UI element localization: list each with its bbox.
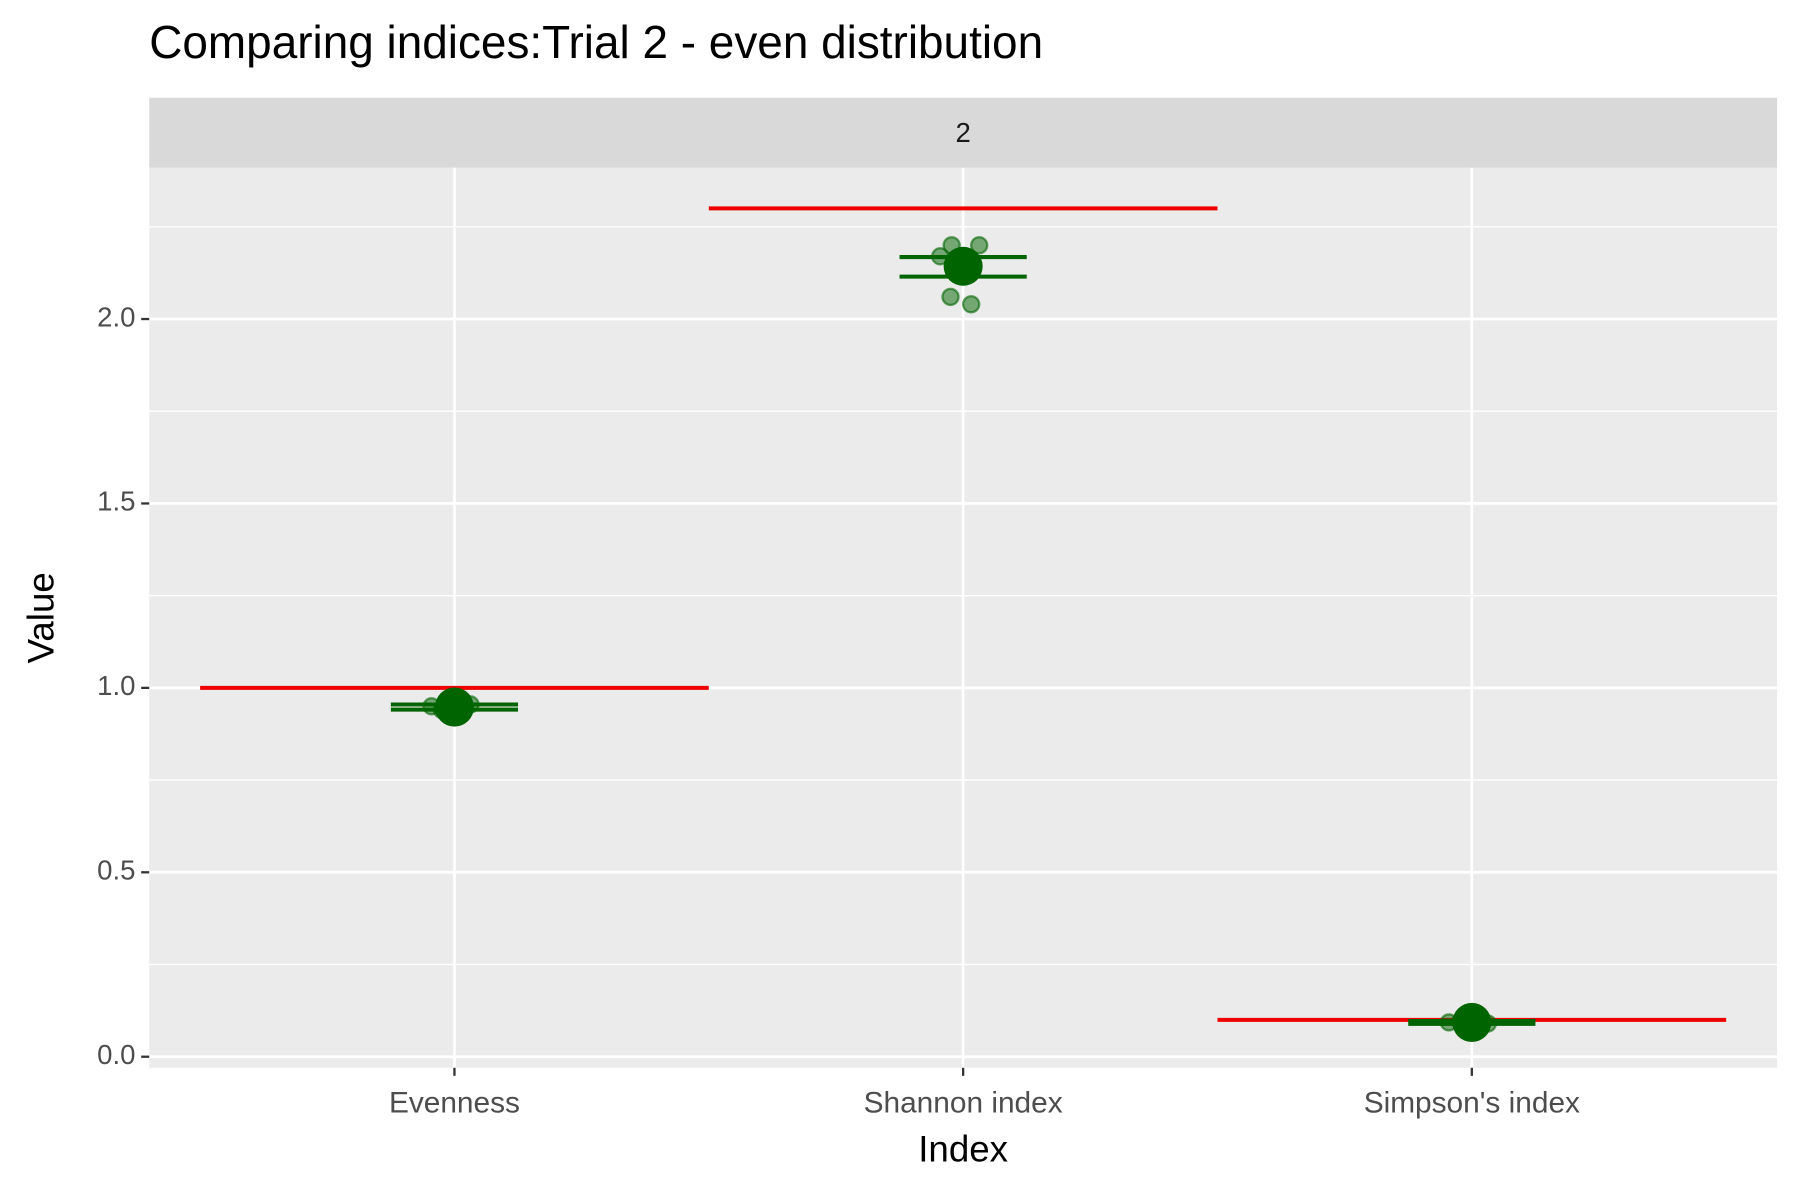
facet-strip [149, 97, 1778, 168]
y-tick-label: 0.5 [97, 855, 135, 886]
y-tick-label: 1.5 [97, 486, 135, 517]
mean-point [434, 687, 474, 727]
mean-point [943, 246, 983, 286]
y-tick-label: 2.0 [97, 301, 135, 332]
x-tick-label: Evenness [389, 1086, 520, 1119]
facet-label: 2 [955, 117, 970, 148]
x-axis-title: Index [918, 1128, 1008, 1169]
y-tick-label: 0.0 [97, 1039, 135, 1070]
y-tick-label: 1.0 [97, 670, 135, 701]
mean-point [1452, 1002, 1492, 1042]
y-axis-title: Value [20, 572, 61, 663]
x-tick-label: Simpson's index [1364, 1086, 1580, 1119]
jitter-point [941, 287, 960, 307]
jitter-point [961, 295, 981, 314]
jitter-point [970, 236, 989, 255]
x-tick-label: Shannon index [864, 1086, 1063, 1119]
chart-title: Comparing indices:Trial 2 - even distrib… [149, 16, 1043, 68]
